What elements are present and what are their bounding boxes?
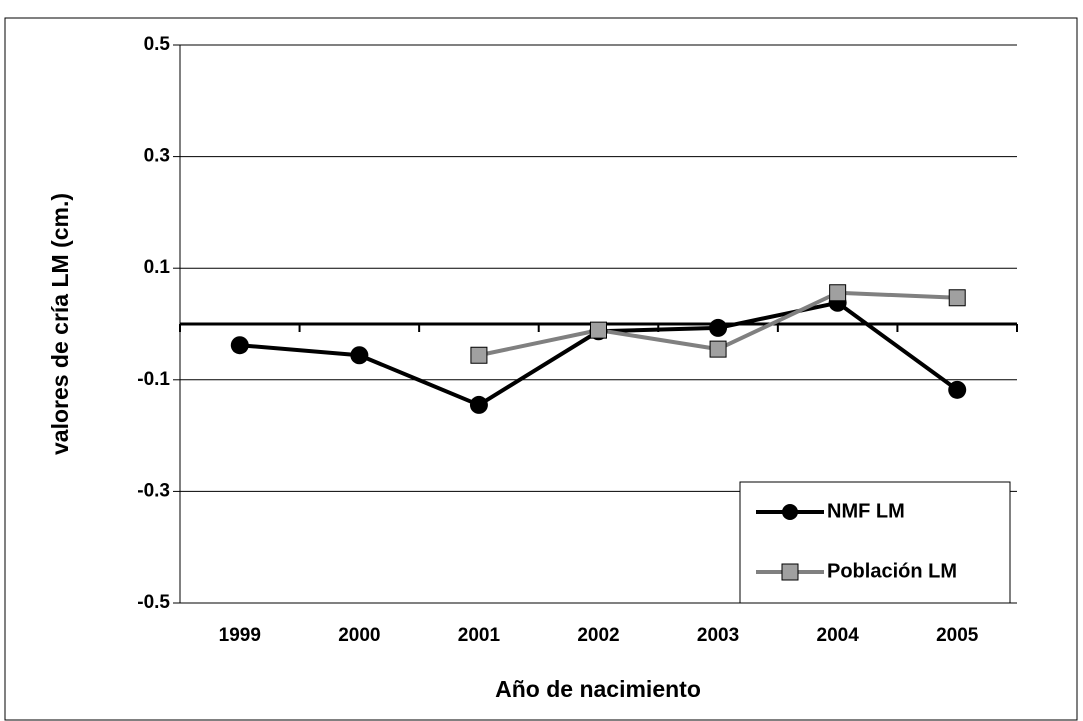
- x-tick-label: 2001: [458, 625, 501, 646]
- x-tick-label: 1999: [219, 625, 261, 646]
- x-tick-label: 2004: [817, 625, 860, 646]
- legend-box: [739, 481, 1011, 604]
- data-point: [590, 321, 607, 339]
- y-tick-label: -0.1: [137, 369, 170, 390]
- y-tick-label: 0.5: [144, 34, 171, 55]
- data-point: [948, 380, 967, 399]
- data-point: [469, 395, 488, 414]
- data-point: [709, 340, 727, 358]
- data-point: [709, 318, 728, 337]
- y-tick-label: -0.5: [137, 592, 170, 613]
- x-axis-title: Año de nacimiento: [495, 676, 701, 702]
- data-point: [948, 289, 966, 307]
- x-tick-label: 2005: [936, 625, 979, 646]
- legend-marker: [782, 504, 798, 520]
- legend-marker: [781, 563, 799, 581]
- legend-label: Población LM: [827, 560, 957, 582]
- x-tick-label: 2003: [697, 625, 739, 646]
- y-tick-label: -0.3: [137, 480, 170, 501]
- y-tick-label: 0.1: [144, 257, 171, 278]
- data-point: [230, 336, 249, 355]
- x-tick-label: 2000: [338, 625, 380, 646]
- y-tick-label: 0.3: [144, 146, 170, 167]
- data-point: [829, 284, 847, 302]
- x-tick-label: 2002: [577, 625, 619, 646]
- legend-label: NMF LM: [827, 500, 905, 522]
- y-axis-title: valores de cría LM (cm.): [47, 193, 73, 455]
- data-point: [350, 346, 369, 365]
- data-point: [470, 346, 488, 364]
